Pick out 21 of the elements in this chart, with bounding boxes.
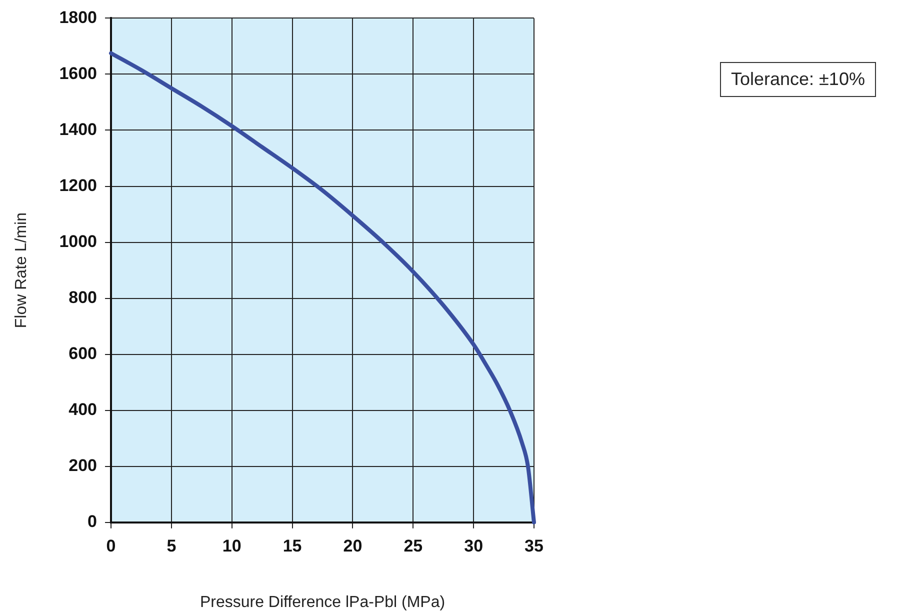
x-tick-label: 20	[343, 536, 362, 556]
y-tick-label: 200	[68, 456, 98, 476]
y-tick-label: 1800	[59, 8, 98, 27]
x-axis-title: Pressure Difference lPa-Pbl (MPa)	[200, 594, 446, 611]
y-tick-label: 1600	[59, 64, 98, 83]
x-tick-label: 15	[282, 536, 302, 556]
x-tick-label: 10	[222, 536, 242, 556]
y-tick-label: 1000	[59, 232, 98, 251]
y-tick-label: 1200	[59, 176, 98, 195]
y-axis-title: Flow Rate L/min	[13, 212, 30, 328]
y-tick-label: 0	[88, 512, 98, 532]
x-tick-label: 25	[404, 536, 423, 556]
y-tick-label: 1400	[59, 120, 98, 139]
x-tick-label: 0	[106, 536, 116, 556]
y-tick-label: 400	[68, 400, 98, 420]
y-tick-label: 600	[68, 344, 98, 364]
x-tick-label: 35	[524, 536, 544, 556]
y-tick-label: 800	[68, 288, 98, 307]
x-tick-label: 5	[166, 536, 176, 556]
x-tick-label: 30	[464, 536, 484, 556]
text: Tolerance: ±10%	[720, 62, 876, 97]
